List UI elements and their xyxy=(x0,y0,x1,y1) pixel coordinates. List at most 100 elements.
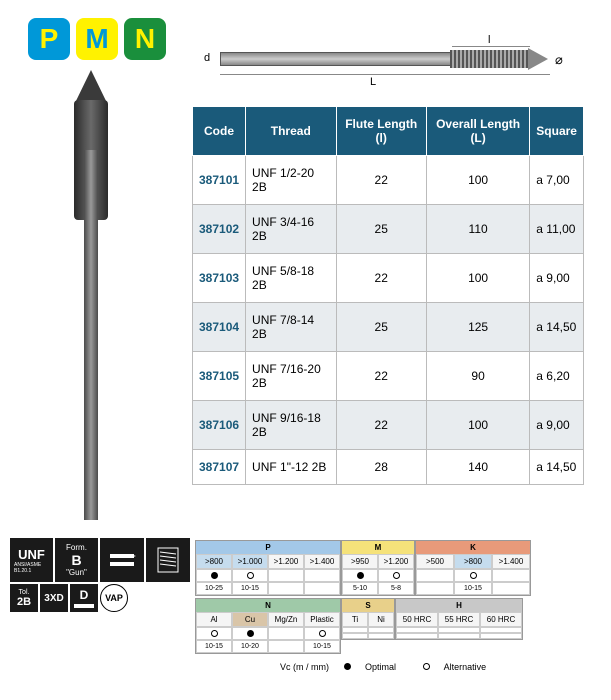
th-square: Square xyxy=(530,107,584,156)
mat-range xyxy=(480,633,522,639)
mat-col: Ti xyxy=(342,612,368,627)
mat-dot xyxy=(232,627,268,640)
cell-square: a 9,00 xyxy=(530,401,584,450)
mat-range: 10-25 xyxy=(196,582,232,595)
cell-code: 387103 xyxy=(193,254,246,303)
mat-dot xyxy=(268,627,304,640)
cell-overall: 140 xyxy=(426,450,529,485)
mat-range xyxy=(438,633,480,639)
cell-thread: UNF 7/8-14 2B xyxy=(246,303,336,352)
mat-col: Al xyxy=(196,612,232,627)
mat-col: Mg/Zn xyxy=(268,612,304,627)
mat-section-M: M >950>1.200 5-105-8 xyxy=(341,540,415,596)
th-code: Code xyxy=(193,107,246,156)
spec-d-box: D xyxy=(70,584,98,612)
legend-optimal: Optimal xyxy=(344,662,409,672)
mat-header: K xyxy=(416,541,530,554)
mat-dot xyxy=(416,569,454,582)
cell-overall: 125 xyxy=(426,303,529,352)
cell-square: a 9,00 xyxy=(530,254,584,303)
mat-range: 10-15 xyxy=(196,640,232,653)
cell-flute: 22 xyxy=(336,352,426,401)
mat-range: 10-15 xyxy=(304,640,340,653)
cell-thread: UNF 1"-12 2B xyxy=(246,450,336,485)
cell-square: a 14,50 xyxy=(530,303,584,352)
mat-col: Plastic xyxy=(304,612,340,627)
spec-unf-title: UNF xyxy=(18,547,45,562)
mat-range: 10-20 xyxy=(232,640,268,653)
cell-square: a 7,00 xyxy=(530,156,584,205)
cell-code: 387101 xyxy=(193,156,246,205)
badge-m: M xyxy=(76,18,118,60)
mat-col: >800 xyxy=(196,554,232,569)
spec-form-b: B xyxy=(71,552,81,568)
cell-overall: 100 xyxy=(426,401,529,450)
cell-overall: 110 xyxy=(426,205,529,254)
mat-header: N xyxy=(196,599,340,612)
mat-dot xyxy=(232,569,268,582)
mat-col: >950 xyxy=(342,554,378,569)
cell-flute: 28 xyxy=(336,450,426,485)
table-row: 387105 UNF 7/16-20 2B 22 90 a 6,20 xyxy=(193,352,584,401)
cell-overall: 100 xyxy=(426,254,529,303)
spec-drawing-box xyxy=(100,538,144,582)
tap-product-image xyxy=(56,70,126,520)
mat-section-H: H 50 HRC55 HRC60 HRC xyxy=(395,598,523,640)
spec-form-gun: "Gun" xyxy=(66,568,87,577)
table-row: 387101 UNF 1/2-20 2B 22 100 a 7,00 xyxy=(193,156,584,205)
spec-tol-box: Tol. 2B xyxy=(10,584,38,612)
mat-dot xyxy=(342,569,378,582)
mat-col: 50 HRC xyxy=(396,612,438,627)
mat-range xyxy=(268,582,304,595)
spec-icons: UNF ANSI/ASME B1.20.1 Form. B "Gun" Tol.… xyxy=(10,538,190,614)
mat-dot xyxy=(196,569,232,582)
dim-line-L xyxy=(220,74,550,75)
tool-diagram: d L l ⌀ xyxy=(200,30,560,90)
mat-header: S xyxy=(342,599,394,612)
table-row: 387103 UNF 5/8-18 2B 22 100 a 9,00 xyxy=(193,254,584,303)
legend-vc: Vc (m / mm) xyxy=(280,662,329,672)
cell-thread: UNF 5/8-18 2B xyxy=(246,254,336,303)
mat-range xyxy=(492,582,530,595)
cell-flute: 22 xyxy=(336,401,426,450)
cell-flute: 25 xyxy=(336,205,426,254)
dim-l-label: l xyxy=(488,34,490,46)
mat-range xyxy=(304,582,340,595)
mat-range: 10-15 xyxy=(232,582,268,595)
material-table: P >800>1.000>1.200>1.400 10-2510-15 M >9… xyxy=(195,540,531,654)
mat-header: H xyxy=(396,599,522,612)
cell-thread: UNF 7/16-20 2B xyxy=(246,352,336,401)
cell-square: a 14,50 xyxy=(530,450,584,485)
dim-d-label: d xyxy=(204,52,210,64)
mat-range: 5-8 xyxy=(378,582,414,595)
mat-dot xyxy=(492,569,530,582)
th-thread: Thread xyxy=(246,107,336,156)
cell-thread: UNF 3/4-16 2B xyxy=(246,205,336,254)
tool-tip-shape xyxy=(528,48,548,70)
mat-col: Ni xyxy=(368,612,394,627)
table-row: 387104 UNF 7/8-14 2B 25 125 a 14,50 xyxy=(193,303,584,352)
mat-section-S: S TiNi xyxy=(341,598,395,640)
tool-thread-shape xyxy=(450,50,530,68)
mat-section-P: P >800>1.000>1.200>1.400 10-2510-15 xyxy=(195,540,341,596)
mat-col: 60 HRC xyxy=(480,612,522,627)
mat-header: M xyxy=(342,541,414,554)
spec-vap-box: VAP xyxy=(100,584,128,612)
spec-d-bar xyxy=(74,604,94,608)
spec-thread-icon-box xyxy=(146,538,190,582)
table-header-row: Code Thread Flute Length (l) Overall Len… xyxy=(193,107,584,156)
mat-dot xyxy=(454,569,492,582)
dim-line-l xyxy=(452,46,530,47)
badge-n: N xyxy=(124,18,166,60)
table-row: 387106 UNF 9/16-18 2B 22 100 a 9,00 xyxy=(193,401,584,450)
cell-square: a 11,00 xyxy=(530,205,584,254)
mat-dot xyxy=(304,627,340,640)
mat-range xyxy=(396,633,438,639)
legend: Vc (m / mm) Optimal Alternative xyxy=(280,662,510,672)
mat-col: >1.200 xyxy=(378,554,414,569)
mat-range: 10-15 xyxy=(454,582,492,595)
th-flute: Flute Length (l) xyxy=(336,107,426,156)
cell-overall: 100 xyxy=(426,156,529,205)
mat-range xyxy=(368,633,394,639)
spec-unf-box: UNF ANSI/ASME B1.20.1 xyxy=(10,538,53,582)
